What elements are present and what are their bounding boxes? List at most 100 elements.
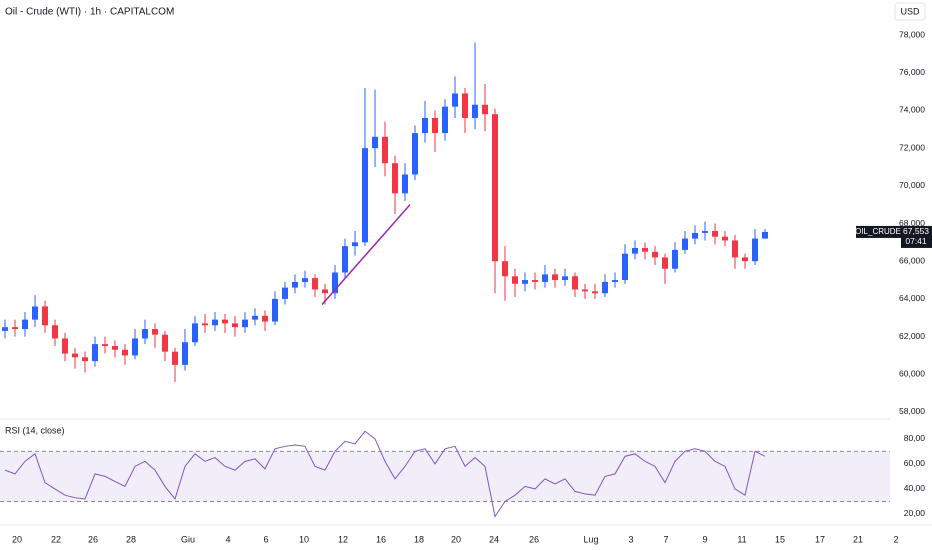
candle-body <box>322 289 328 294</box>
y-tick-label: 60,000 <box>899 369 925 379</box>
candle-body <box>202 323 208 326</box>
candle-body <box>352 242 358 247</box>
candle-body <box>542 274 548 282</box>
x-tick-label: 9 <box>702 534 707 544</box>
candle-body <box>492 114 498 262</box>
candle-body <box>342 246 348 273</box>
candle-body <box>732 240 738 258</box>
candle-body <box>212 319 218 326</box>
candle-body <box>622 253 628 281</box>
candle-body <box>152 329 158 335</box>
candle-body <box>232 323 238 328</box>
x-tick-label: 15 <box>775 534 785 544</box>
candle-body <box>412 133 418 175</box>
candle-body <box>722 236 728 241</box>
candle-body <box>252 315 258 320</box>
rsi-line <box>4 430 766 518</box>
candle-body <box>592 291 598 294</box>
candle-body <box>552 274 558 281</box>
candle-body <box>392 163 398 194</box>
x-tick-label: Giu <box>181 534 195 544</box>
x-tick-label: 17 <box>815 534 825 544</box>
candle-body <box>222 319 228 324</box>
candle-body <box>162 334 168 352</box>
candle-body <box>142 329 148 339</box>
candle-body <box>682 238 688 250</box>
candle-body <box>102 344 108 347</box>
x-tick-label: 28 <box>126 534 136 544</box>
candle-body <box>752 238 758 262</box>
x-tick-label: 11 <box>737 534 746 544</box>
candle-body <box>572 276 578 290</box>
y-tick-label: 76,000 <box>899 67 925 77</box>
candle-body <box>402 174 408 194</box>
x-tick-label: 24 <box>489 534 499 544</box>
x-tick-label: 3 <box>628 534 633 544</box>
candle-body <box>442 106 448 134</box>
candle-body <box>12 327 18 330</box>
candle-body <box>312 278 318 290</box>
candle-body <box>272 298 278 322</box>
y-tick-label: 74,000 <box>899 105 925 115</box>
candle-body <box>762 231 768 239</box>
candle-body <box>122 349 128 356</box>
candle-body <box>672 249 678 269</box>
trend-line <box>321 204 411 306</box>
symbol-box <box>856 225 901 238</box>
candle-body <box>612 280 618 282</box>
x-tick-label: 26 <box>88 534 98 544</box>
candle-body <box>32 306 38 320</box>
x-tick-label: 20 <box>12 534 22 544</box>
candle-body <box>652 251 658 258</box>
candle-body <box>702 231 708 233</box>
candle-body <box>432 117 438 134</box>
candle-body <box>692 232 698 239</box>
candle-body <box>562 276 568 281</box>
x-tick-label: 21 <box>853 534 863 544</box>
candle-body <box>742 257 748 262</box>
y-tick-label: 80,00 <box>904 433 926 443</box>
candle-body <box>282 287 288 299</box>
candle-body <box>452 93 458 107</box>
x-tick-label: 2 <box>893 534 898 544</box>
y-tick-label: 62,000 <box>899 331 925 341</box>
rsi-band <box>0 451 890 502</box>
x-tick-label: 7 <box>663 534 668 544</box>
x-tick-label: 22 <box>51 534 61 544</box>
candle-body <box>72 353 78 358</box>
candle-body <box>302 278 308 282</box>
candle-body <box>172 351 178 365</box>
candle-body <box>502 261 508 277</box>
candle-body <box>632 248 638 254</box>
currency-box[interactable] <box>894 2 926 21</box>
candle-body <box>292 281 298 288</box>
candle-body <box>82 357 88 362</box>
x-tick-label: 10 <box>299 534 309 544</box>
candle-body <box>712 231 718 237</box>
candle-body <box>242 319 248 328</box>
candle-body <box>182 342 188 365</box>
x-tick-label: 20 <box>451 534 461 544</box>
candle-body <box>362 148 368 243</box>
currency: USD <box>900 6 920 16</box>
x-tick-label: 6 <box>263 534 268 544</box>
y-tick-label: 66,000 <box>899 255 925 265</box>
candle-body <box>192 323 198 343</box>
candle-body <box>642 248 648 252</box>
candle-body <box>662 257 668 269</box>
y-tick-label: 72,000 <box>899 142 925 152</box>
x-tick-label: Lug <box>583 534 598 544</box>
candle-body <box>52 325 58 339</box>
candle-body <box>92 344 98 362</box>
candle-body <box>262 315 268 322</box>
candle-body <box>512 276 518 284</box>
x-tick-label: 18 <box>414 534 424 544</box>
y-tick-label: 70,000 <box>899 180 925 190</box>
y-tick-label: 64,000 <box>899 293 925 303</box>
x-tick-label: 16 <box>376 534 386 544</box>
y-tick-label: 20,00 <box>904 508 926 518</box>
y-tick-label: 78,000 <box>899 29 925 39</box>
symbol-label: OIL_CRUDE <box>855 227 901 236</box>
